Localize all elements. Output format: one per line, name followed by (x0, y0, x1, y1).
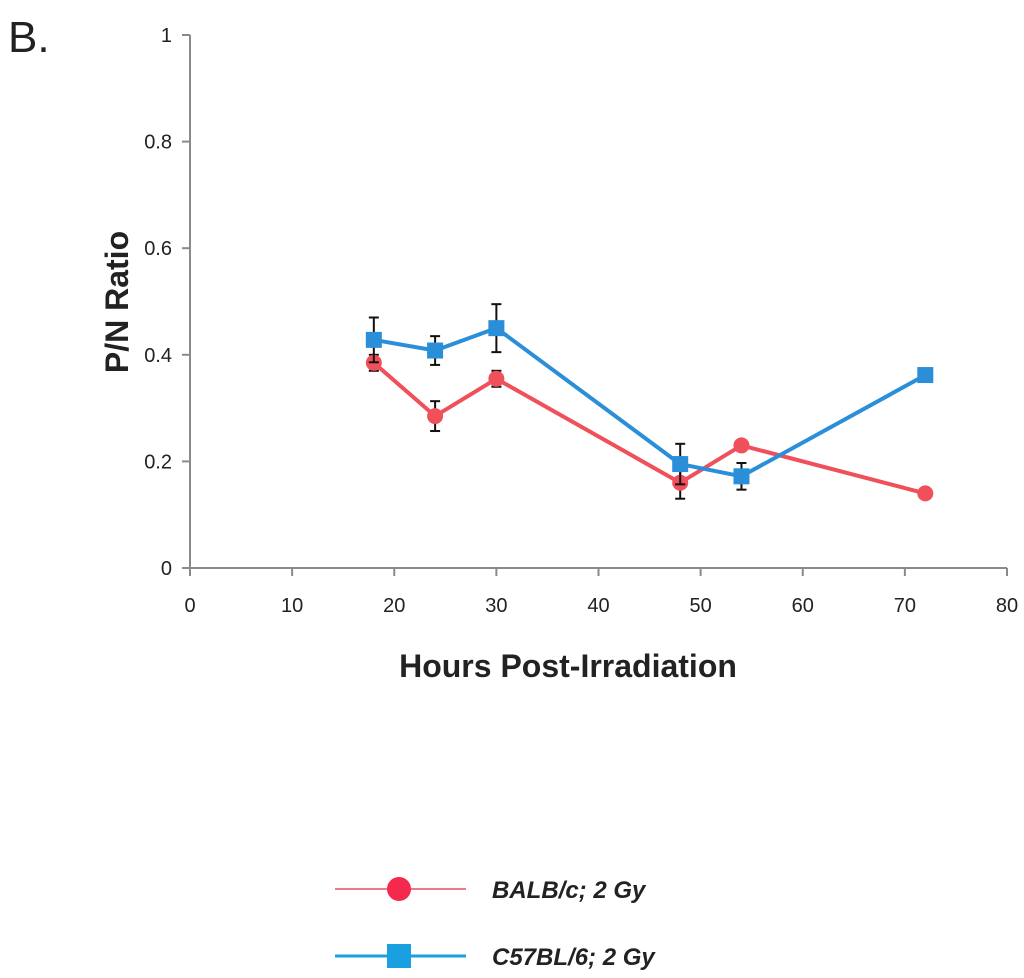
x-tick-label: 50 (690, 595, 712, 617)
legend-label-c57bl6: C57BL/6; 2 Gy (492, 944, 656, 971)
series-line (373, 326, 927, 479)
x-axis-title: Hours Post-Irradiation (399, 648, 737, 684)
panel-label: B. (8, 13, 50, 62)
data-point (733, 468, 750, 485)
y-tick-label: 0.8 (144, 132, 172, 154)
data-point (488, 320, 505, 337)
data-point (488, 370, 505, 387)
legend-marker-c57bl6 (387, 944, 411, 968)
y-tick-label: 1 (161, 25, 172, 47)
y-tick-label: 0.2 (144, 451, 172, 473)
data-point (733, 437, 750, 454)
legend: BALB/c; 2 Gy C57BL/6; 2 Gy (335, 877, 656, 971)
y-axis: 0 0.2 0.4 0.6 0.8 1 (144, 25, 191, 580)
data-point (917, 367, 934, 384)
data-point (427, 342, 444, 359)
x-tick-label: 60 (792, 595, 814, 617)
x-tick-label: 70 (894, 595, 916, 617)
x-tick-label: 30 (485, 595, 507, 617)
y-tick-label: 0.6 (144, 238, 172, 260)
y-tick-label: 0.4 (144, 345, 172, 367)
data-point (672, 456, 689, 473)
series-balbc (365, 353, 934, 502)
data-point (427, 408, 444, 425)
legend-item-balbc: BALB/c; 2 Gy (335, 877, 647, 904)
series-c57bl6 (365, 303, 934, 491)
x-tick-label: 80 (996, 595, 1018, 617)
data-point (917, 485, 934, 502)
x-tick-label: 40 (587, 595, 609, 617)
legend-marker-balbc (387, 877, 411, 901)
y-axis-title: P/N Ratio (99, 231, 135, 373)
data-point (365, 331, 382, 348)
legend-item-c57bl6: C57BL/6; 2 Gy (335, 944, 656, 971)
x-tick-label: 20 (383, 595, 405, 617)
x-axis: 0 10 20 30 40 50 60 70 80 (182, 567, 1018, 617)
series-line (372, 361, 926, 496)
x-tick-label: 0 (184, 595, 195, 617)
legend-label-balbc: BALB/c; 2 Gy (492, 877, 647, 904)
y-tick-label: 0 (161, 558, 172, 580)
x-tick-label: 10 (281, 595, 303, 617)
plot-series (365, 303, 934, 502)
